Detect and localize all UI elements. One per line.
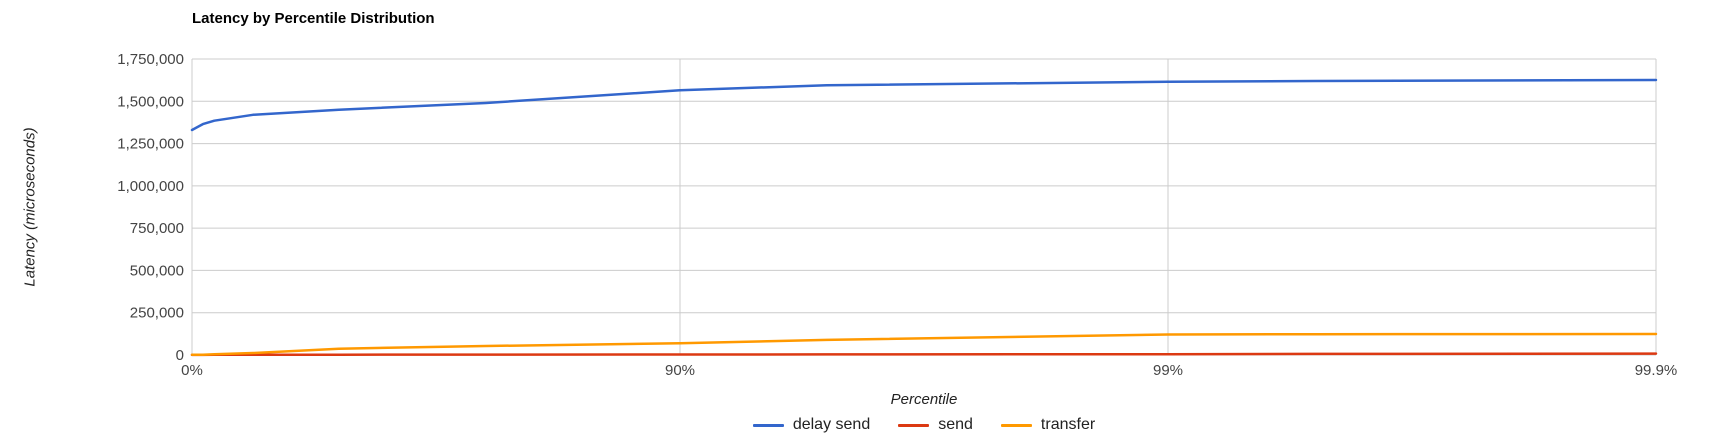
y-tick-label: 750,000 [130,220,184,237]
y-tick-label: 1,500,000 [117,93,184,110]
legend-item-delay-send: delay send [752,416,871,434]
x-tick-label: 0% [181,362,203,379]
series-line-send [190,352,1658,357]
series-line-transfer [190,332,1658,357]
x-axis-title: Percentile [890,391,958,408]
x-tick-label: 90% [665,362,695,379]
y-tick-label: 0 [176,347,184,364]
x-tick-label: 99% [1153,362,1183,379]
y-tick-label: 1,250,000 [117,136,184,153]
y-tick-label: 1,000,000 [117,178,184,195]
legend-swatch-delay-send [752,423,784,427]
legend-label: send [938,416,973,433]
legend: delay send send transfer [192,416,1656,434]
series-line-delay-send [190,78,1658,132]
y-tick-label: 500,000 [130,262,184,279]
y-tick-label: 250,000 [130,305,184,322]
x-tick-label: 99.9% [1635,362,1678,379]
y-tick-label: 1,750,000 [117,51,184,68]
chart-title: Latency by Percentile Distribution [192,10,435,27]
legend-label: transfer [1040,416,1096,433]
legend-label: delay send [792,416,871,433]
legend-item-send: send [898,416,973,434]
legend-swatch-transfer [1000,423,1032,427]
legend-item-transfer: transfer [1000,416,1096,434]
legend-swatch-send [898,423,930,427]
